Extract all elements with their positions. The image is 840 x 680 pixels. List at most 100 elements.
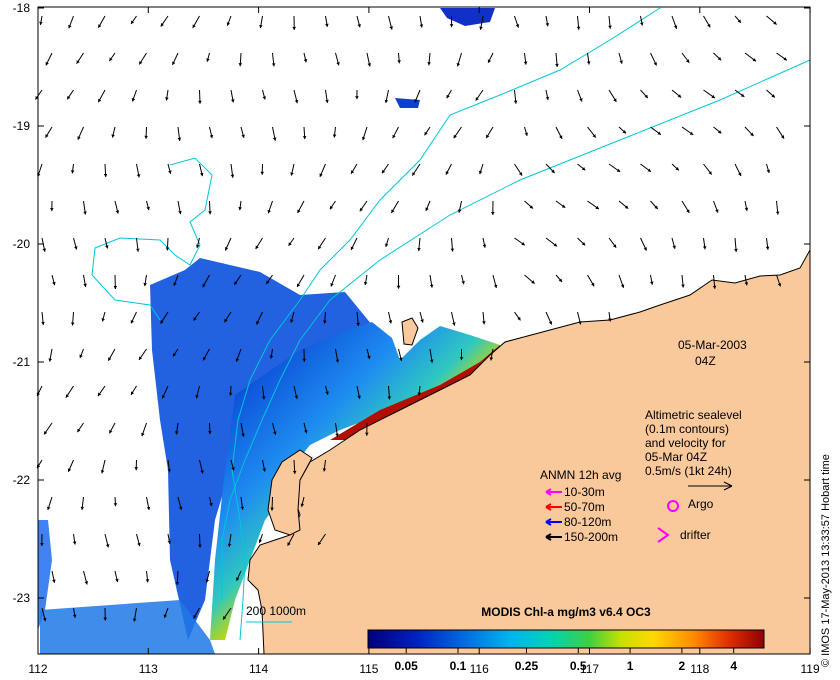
depth-label: 50-70m — [564, 500, 605, 514]
velocity-arrow-head — [613, 98, 617, 102]
velocity-arrow-head — [318, 245, 322, 250]
velocity-arrow-head — [202, 357, 207, 361]
velocity-arrow-head — [649, 281, 654, 285]
velocity-arrow-head — [586, 61, 591, 65]
velocity-arrow-head — [553, 243, 558, 247]
velocity-arrow-head — [234, 281, 238, 285]
velocity-arrow-head — [76, 60, 80, 64]
velocity-arrow-head — [548, 321, 553, 325]
velocity-arrow-head — [238, 63, 243, 67]
velocity-arrow-head — [325, 23, 329, 27]
velocity-arrow-head — [132, 618, 137, 622]
velocity-arrow-head — [79, 354, 83, 359]
lon-tick-label: 113 — [139, 662, 158, 676]
velocity-arrow-head — [765, 246, 770, 250]
depth-swatch-head — [545, 503, 552, 511]
velocity-arrow-head — [384, 99, 389, 104]
velocity-arrow-head — [137, 542, 141, 547]
velocity-arrow-head — [266, 280, 270, 284]
velocity-arrow-head — [459, 357, 464, 361]
velocity-arrow-head — [392, 134, 396, 139]
velocity-arrow-head — [482, 321, 486, 325]
velocity-arrow-head — [425, 207, 429, 211]
altimetry-line-3: and velocity for — [645, 436, 726, 450]
colorbar-tick-label: 0.5 — [570, 659, 587, 673]
velocity-arrow-head — [367, 63, 372, 67]
drifter-legend: drifter — [657, 527, 711, 543]
lat-tick-label: -19 — [13, 119, 31, 133]
velocity-arrow-head — [303, 59, 308, 63]
velocity-arrow-head — [67, 95, 71, 100]
velocity-arrow-head — [559, 135, 563, 139]
velocity-arrow-head — [644, 94, 648, 99]
velocity-arrow-head — [228, 392, 233, 396]
velocity-arrow-head — [109, 57, 113, 62]
velocity-arrow-head — [717, 56, 722, 61]
velocity-arrow-head — [323, 320, 327, 324]
depth-label: 150-200m — [564, 530, 618, 544]
velocity-arrow-head — [417, 247, 421, 252]
velocity-arrow-head — [103, 173, 108, 177]
velocity-arrow-head — [620, 284, 625, 288]
velocity-arrow-head — [208, 431, 212, 435]
lat-tick-label: -23 — [13, 591, 31, 605]
velocity-arrow-head — [391, 209, 395, 213]
velocity-arrow-head — [330, 283, 334, 287]
velocity-arrow-head — [230, 174, 235, 178]
velocity-arrow-head — [673, 25, 678, 29]
velocity-arrow-head — [35, 96, 39, 100]
lat-tick-label: -20 — [13, 237, 31, 251]
reference-arrow-head — [723, 481, 733, 491]
velocity-arrow-head — [359, 207, 364, 212]
velocity-arrow-head — [196, 244, 200, 248]
velocity-arrow-head — [450, 248, 455, 252]
australia-landmass — [247, 248, 811, 655]
velocity-arrow-head — [131, 20, 135, 25]
velocity-arrow-head — [52, 281, 56, 286]
velocity-arrow-head — [205, 579, 209, 583]
velocity-arrow-head — [657, 131, 661, 135]
velocity-arrow-head — [752, 58, 757, 62]
velocity-arrow-head — [97, 392, 102, 397]
colorbar-tick-label: 0.1 — [450, 659, 467, 673]
velocity-arrow-head — [429, 284, 434, 288]
lon-tick-label: 112 — [28, 662, 47, 676]
altimetry-note: Altimetric sealevel (0.1m contours) and … — [645, 408, 742, 491]
velocity-arrow-head — [227, 543, 232, 547]
velocity-arrow-head — [555, 63, 559, 67]
velocity-arrow-head — [273, 431, 277, 435]
velocity-arrow-head — [493, 284, 498, 289]
velocity-arrow-head — [177, 137, 182, 141]
velocity-arrow-head — [420, 319, 424, 323]
colorbar-tick-label: 0.25 — [515, 659, 539, 673]
depth-swatch-head — [545, 533, 552, 541]
velocity-arrow-head — [581, 241, 586, 246]
velocity-arrow-head — [545, 23, 550, 27]
drifter-marker-icon — [657, 527, 670, 543]
lat-tick-label: -22 — [13, 473, 31, 487]
velocity-arrow-head — [780, 135, 785, 139]
velocity-arrow-head — [336, 62, 340, 66]
chlorophyll-layer — [38, 8, 500, 654]
velocity-arrow-head — [134, 467, 139, 471]
velocity-arrow-head — [224, 318, 228, 323]
lon-tick-label: 118 — [690, 662, 709, 676]
velocity-arrow-head — [83, 283, 87, 287]
velocity-arrow-head — [412, 172, 416, 176]
velocity-arrow-head — [708, 171, 712, 175]
velocity-arrow-head — [545, 96, 550, 101]
velocity-arrow-head — [209, 502, 213, 507]
velocity-arrow-head — [681, 284, 685, 288]
velocity-arrow-head — [561, 204, 566, 208]
velocity-arrow-head — [175, 581, 180, 585]
velocity-arrow-head — [172, 352, 177, 357]
velocity-arrow-head — [608, 25, 612, 29]
velocity-arrow-head — [357, 395, 361, 399]
lon-tick-label: 119 — [801, 662, 820, 676]
velocity-arrow-head — [48, 358, 53, 362]
velocity-arrow-head — [192, 24, 196, 29]
velocity-arrow-head — [165, 97, 169, 101]
velocity-arrow-head — [50, 208, 54, 212]
velocity-arrow-head — [200, 470, 204, 474]
lon-tick-label: 115 — [359, 662, 378, 676]
